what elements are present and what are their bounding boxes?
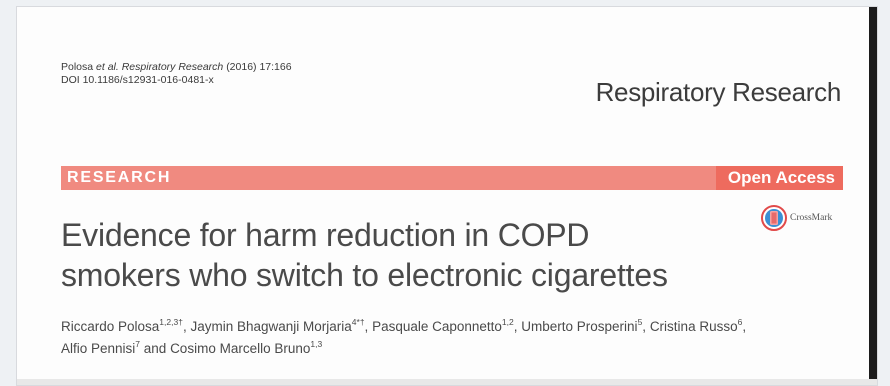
citation-etal: et al. <box>96 61 119 73</box>
article-title-line-2: smokers who switch to electronic cigaret… <box>61 257 668 293</box>
author-affiliation: 1,2,3† <box>159 317 183 327</box>
page-edge-rule <box>869 7 877 385</box>
citation-line: Polosa et al. Respiratory Research (2016… <box>61 61 292 74</box>
article-title: Evidence for harm reduction in COPD smok… <box>61 215 668 295</box>
author-affiliation: 7 <box>135 339 141 349</box>
citation-year: (2016) 17:166 <box>226 61 292 73</box>
author-separator: , <box>364 319 373 334</box>
author-separator: , <box>642 319 650 334</box>
author-separator: , <box>513 319 522 334</box>
article-type-label: RESEARCH <box>67 169 172 186</box>
author-affiliation: 1,2 <box>501 317 514 327</box>
author-name[interactable]: Umberto Prosperini <box>521 319 638 334</box>
open-access-badge[interactable]: Open Access <box>715 166 843 190</box>
author-separator: , <box>182 319 191 334</box>
citation-block: Polosa et al. Respiratory Research (2016… <box>61 61 292 87</box>
author-separator: and <box>140 341 171 356</box>
article-page: Polosa et al. Respiratory Research (2016… <box>16 6 878 386</box>
author-name[interactable]: Riccardo Polosa <box>61 319 160 334</box>
author-affiliation: 6 <box>737 317 743 327</box>
author-affiliation: 4*† <box>351 317 365 327</box>
page-bottom-shade <box>17 379 877 385</box>
author-affiliation: 5 <box>637 317 643 327</box>
crossmark-icon <box>761 205 787 231</box>
journal-name: Respiratory Research <box>595 77 842 107</box>
crossmark-link[interactable]: CrossMark <box>761 205 832 231</box>
author-name[interactable]: Cosimo Marcello Bruno <box>170 341 311 356</box>
article-title-line-1: Evidence for harm reduction in COPD <box>61 217 590 253</box>
citation-doi: DOI 10.1186/s12931-016-0481-x <box>61 74 214 86</box>
article-type-banner: RESEARCH Open Access <box>61 166 843 190</box>
author-name[interactable]: Alfio Pennisi <box>61 341 136 356</box>
author-name[interactable]: Jaymin Bhagwanji Morjaria <box>190 319 352 334</box>
crossmark-label: CrossMark <box>790 213 833 223</box>
citation-author: Polosa <box>61 61 94 73</box>
author-name[interactable]: Cristina Russo <box>649 319 738 334</box>
author-list: Riccardo Polosa1,2,3†, Jaymin Bhagwanji … <box>61 316 861 360</box>
citation-journal: Respiratory Research <box>121 61 224 73</box>
author-affiliation: 1,3 <box>310 339 323 349</box>
author-separator: , <box>742 319 747 334</box>
author-name[interactable]: Pasquale Caponnetto <box>372 319 502 334</box>
